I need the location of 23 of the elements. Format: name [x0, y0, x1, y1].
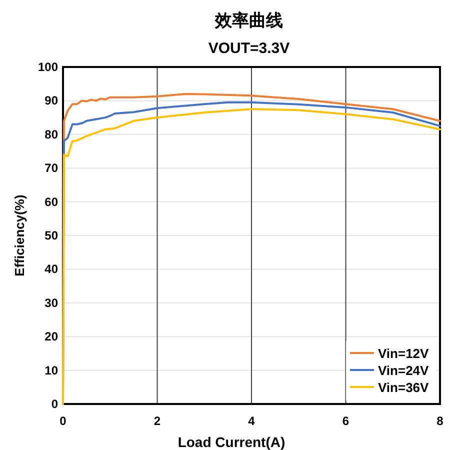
y-tick-label: 10	[44, 363, 58, 378]
x-tick-label: 2	[154, 414, 161, 428]
x-tick-label: 0	[60, 414, 67, 428]
y-axis-title: Efficiency(%)	[12, 194, 27, 276]
y-tick-label: 100	[38, 60, 58, 74]
legend-label: Vin=36V	[378, 380, 430, 395]
x-tick-label: 8	[436, 414, 444, 428]
y-tick-label: 70	[44, 161, 58, 176]
y-tick-label: 20	[44, 330, 58, 344]
chart-title: 效率曲线	[214, 11, 283, 30]
x-tick-label: 4	[248, 414, 256, 428]
y-tick-label: 30	[44, 296, 58, 310]
y-tick-label: 80	[44, 127, 58, 142]
x-tick-label: 6	[342, 414, 350, 428]
chart-subtitle: VOUT=3.3V	[208, 40, 290, 57]
y-tick-label: 0	[51, 397, 58, 411]
y-tick-label: 40	[44, 262, 58, 276]
legend-label: Vin=24V	[378, 363, 430, 378]
legend-label: Vin=12V	[378, 346, 430, 361]
y-tick-label: 50	[44, 228, 58, 242]
y-tick-label: 60	[44, 194, 58, 209]
x-axis-title: Load Current(A)	[178, 434, 286, 450]
y-tick-label: 90	[44, 94, 58, 108]
